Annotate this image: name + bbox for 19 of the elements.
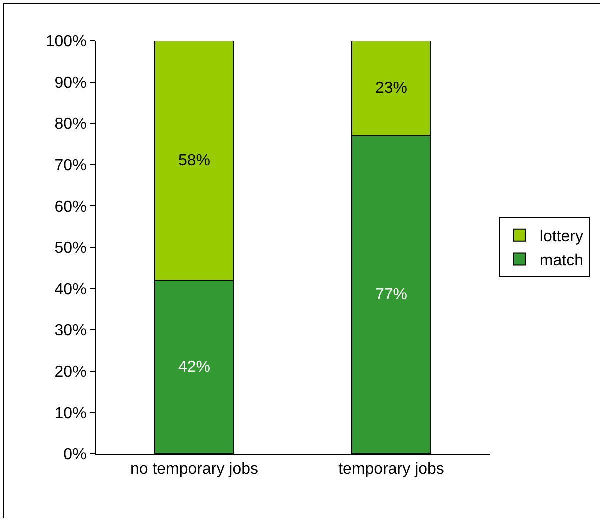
y-tick-label: 90% <box>54 74 87 92</box>
legend-label: match <box>540 252 584 270</box>
y-tick-label: 50% <box>54 240 87 258</box>
x-tick-label: no temporary jobs <box>130 461 259 478</box>
data-label: 58% <box>178 152 211 170</box>
legend-label: lottery <box>540 228 584 246</box>
y-tick-label: 60% <box>54 198 87 216</box>
y-tick-label: 20% <box>54 364 87 381</box>
data-label: 77% <box>375 286 408 304</box>
y-tick-label: 30% <box>54 322 87 340</box>
data-label: 23% <box>375 80 408 97</box>
y-tick-label: 70% <box>54 158 87 174</box>
x-tick-label: temporary jobs <box>338 461 444 478</box>
y-tick-label: 0% <box>64 446 87 464</box>
y-tick-label: 80% <box>54 116 87 134</box>
y-tick-label: 40% <box>54 281 87 298</box>
y-tick-label: 10% <box>54 405 87 422</box>
data-label: 42% <box>178 358 211 376</box>
y-tick-label: 100% <box>46 34 87 51</box>
